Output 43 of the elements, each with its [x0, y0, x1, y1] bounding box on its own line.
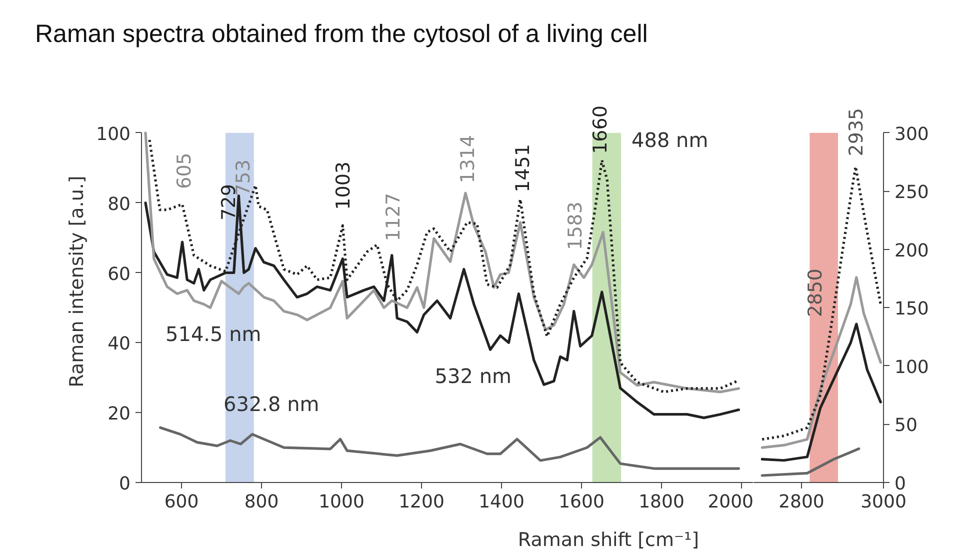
- x-tick-label: 1800: [638, 492, 684, 512]
- annotation: 2935: [846, 108, 868, 156]
- annotation: 1314: [457, 134, 480, 184]
- line-series: [760, 447, 860, 477]
- chart-title: Raman spectra obtained from the cytosol of a living cell: [35, 19, 648, 50]
- x-tick-label: 1400: [478, 492, 524, 512]
- y-tick-label: 0: [119, 474, 130, 494]
- series-label: 514.5 nm: [166, 322, 262, 346]
- annotation: 605: [174, 152, 196, 189]
- y-tick-label: 150: [894, 298, 929, 320]
- line-series: [760, 165, 882, 441]
- y-tick-label: 80: [108, 194, 130, 215]
- x-tick-label: 1200: [398, 492, 444, 512]
- x-tick-label: 1000: [318, 492, 364, 512]
- annotation: 1583: [564, 202, 587, 250]
- x-tick-label: 2000: [708, 492, 754, 512]
- annotation: 1660: [590, 106, 612, 154]
- x-tick-label: 3000: [860, 492, 906, 512]
- series-label: 532 nm: [434, 364, 512, 388]
- annotation: 1451: [512, 144, 534, 192]
- x-tick-label: 2800: [778, 492, 824, 512]
- x-axis-title: Raman shift [cm⁻¹]: [518, 528, 700, 553]
- y-tick-label: 200: [894, 240, 929, 262]
- y-tick-label: 300: [894, 124, 929, 145]
- y-tick-label: 40: [108, 334, 130, 355]
- y-tick-label: 100: [894, 356, 929, 378]
- series-label: 632.8 nm: [224, 392, 320, 416]
- line-series: [760, 322, 882, 462]
- y-tick-label: 60: [108, 264, 130, 285]
- x-tick-label: 600: [164, 492, 199, 512]
- y-tick-label: 20: [108, 404, 130, 425]
- x-tick-label: 1600: [558, 492, 604, 512]
- annotation: 1127: [382, 192, 404, 242]
- x-tick-label: 800: [244, 492, 279, 512]
- line-series: [159, 426, 740, 470]
- y-tick-label: 0: [894, 474, 906, 494]
- y-tick-label: 100: [96, 124, 131, 145]
- annotation: 1003: [332, 161, 355, 210]
- annotation: 2850: [804, 268, 827, 318]
- y-tick-label: 50: [894, 415, 918, 436]
- y-axis-title: Raman intensity [a.u.]: [66, 176, 88, 388]
- series-label: 488 nm: [632, 128, 708, 152]
- y-tick-label: 250: [894, 182, 929, 204]
